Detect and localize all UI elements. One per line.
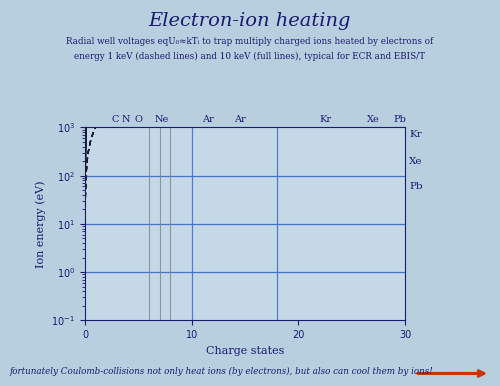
Text: Kr: Kr (410, 130, 422, 139)
Text: energy 1 keV (dashed lines) and 10 keV (full lines), typical for ECR and EBIS/T: energy 1 keV (dashed lines) and 10 keV (… (74, 52, 426, 61)
Text: Pb: Pb (393, 115, 406, 124)
X-axis label: Charge states: Charge states (206, 345, 284, 356)
Text: C: C (111, 115, 118, 124)
Text: Ne: Ne (154, 115, 169, 124)
Text: Ar: Ar (202, 115, 213, 124)
Y-axis label: Ion energy (eV): Ion energy (eV) (36, 180, 46, 267)
Text: O: O (134, 115, 142, 124)
Text: fortunately Coulomb-collisions not only heat ions (by electrons), but also can c: fortunately Coulomb-collisions not only … (10, 367, 434, 376)
Text: Kr: Kr (319, 115, 331, 124)
Text: Xe: Xe (410, 157, 423, 166)
Text: Radial well voltages eqU₀≈kTᵢ to trap multiply charged ions heated by electrons : Radial well voltages eqU₀≈kTᵢ to trap mu… (66, 37, 434, 46)
Text: N: N (122, 115, 130, 124)
Text: Pb: Pb (410, 182, 423, 191)
Text: Ar: Ar (234, 115, 245, 124)
Text: Xe: Xe (366, 115, 380, 124)
Text: Electron-ion heating: Electron-ion heating (149, 12, 351, 30)
